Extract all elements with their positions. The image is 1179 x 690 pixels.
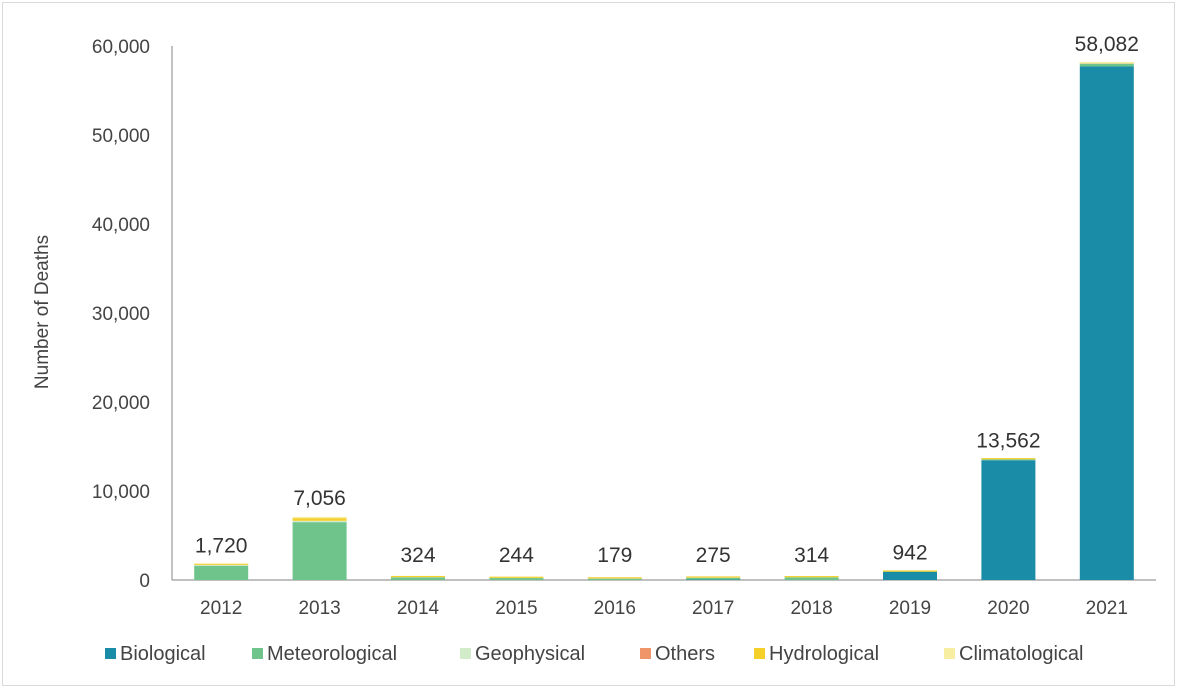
bar-segment-hydrological (981, 458, 1036, 460)
legend-label: Meteorological (267, 643, 397, 665)
bar-segment-biological (981, 460, 1036, 580)
bar-segment-meteorological (292, 522, 347, 580)
legend-item-climatological: Climatological (944, 643, 1084, 665)
x-tick-label: 2018 (790, 598, 832, 619)
y-tick-label: 10,000 (92, 482, 150, 503)
total-label: 179 (597, 544, 632, 567)
bar-segment-geophysical (194, 564, 249, 566)
bar-segment-meteorological (391, 577, 445, 580)
legend-swatch (252, 648, 263, 659)
x-axis-ticks: 2012 2013 2014 2015 2016 2017 2018 2019 2020 2021 (200, 598, 1128, 619)
y-axis-label: Number of Deaths (32, 235, 53, 389)
bar-segment-geophysical (292, 520, 347, 523)
total-label: 324 (400, 544, 435, 567)
bar-segment-meteorological (686, 577, 741, 580)
y-tick-label: 50,000 (92, 126, 150, 147)
legend-swatch (640, 648, 651, 659)
legend-item-biological: Biological (105, 643, 206, 665)
total-label: 1,720 (195, 535, 248, 558)
bar-segment-hydrological (883, 570, 937, 572)
bar-segment-hydrological (489, 576, 544, 578)
bar-segment-climatological (292, 516, 347, 519)
y-tick-label: 30,000 (92, 304, 150, 325)
legend-item-geophysical: Geophysical (460, 643, 585, 665)
bars (194, 61, 1134, 581)
legend-label: Climatological (959, 643, 1084, 665)
x-tick-label: 2016 (594, 598, 636, 619)
legend-label: Hydrological (769, 643, 879, 665)
total-label: 942 (892, 542, 927, 565)
total-label: 314 (794, 544, 829, 567)
y-tick-label: 60,000 (92, 37, 150, 58)
legend: Biological Meteorological Geophysical Other… (105, 643, 1084, 665)
legend-swatch (105, 648, 116, 659)
x-tick-label: 2013 (298, 598, 340, 619)
x-tick-label: 2019 (889, 598, 931, 619)
bar-segment-biological (1079, 66, 1134, 581)
bar-segment-hydrological (391, 575, 445, 578)
legend-swatch (754, 648, 765, 659)
bar-segment-hydrological (784, 576, 839, 578)
bar-segment-hydrological (292, 518, 347, 521)
legend-swatch (944, 648, 955, 659)
bar-segment-meteorological (489, 578, 544, 580)
x-tick-label: 2014 (397, 598, 440, 619)
legend-item-hydrological: Hydrological (754, 643, 879, 665)
y-axis-ticks: 0 10,000 20,000 30,000 40,000 50,000 60,000 (92, 37, 150, 592)
bar-segment-climatological (1079, 61, 1134, 64)
bar-segment-meteorological (784, 577, 839, 580)
x-tick-label: 2015 (495, 598, 537, 619)
x-tick-label: 2012 (200, 598, 242, 619)
legend-item-others: Others (640, 643, 715, 665)
bar-segment-meteorological (1079, 63, 1134, 67)
bar-segment-meteorological (587, 578, 642, 580)
total-label: 244 (499, 544, 534, 567)
legend-item-meteorological: Meteorological (252, 643, 397, 665)
y-tick-label: 40,000 (92, 215, 150, 236)
x-tick-label: 2020 (987, 598, 1029, 619)
total-label: 275 (696, 544, 731, 567)
total-label: 7,056 (293, 487, 346, 510)
bar-segment-hydrological (587, 577, 642, 579)
x-tick-label: 2021 (1086, 598, 1128, 619)
x-tick-label: 2017 (692, 598, 734, 619)
bar-segment-hydrological (686, 576, 741, 578)
bar-segment-meteorological (981, 459, 1036, 461)
bar-segment-meteorological (194, 565, 249, 580)
legend-label: Biological (120, 643, 206, 665)
total-label: 13,562 (976, 429, 1040, 452)
bar-segment-biological (883, 571, 937, 580)
data-labels: 1,720 7,056 324 244 179 275 314 942 13,562 58,082 (195, 33, 1139, 567)
bar-segment-hydrological (194, 563, 249, 565)
y-tick-label: 20,000 (92, 393, 150, 414)
y-tick-label: 0 (139, 571, 150, 592)
legend-label: Geophysical (475, 643, 585, 665)
legend-swatch (460, 648, 471, 659)
legend-label: Others (655, 643, 715, 665)
total-label: 58,082 (1075, 33, 1139, 56)
